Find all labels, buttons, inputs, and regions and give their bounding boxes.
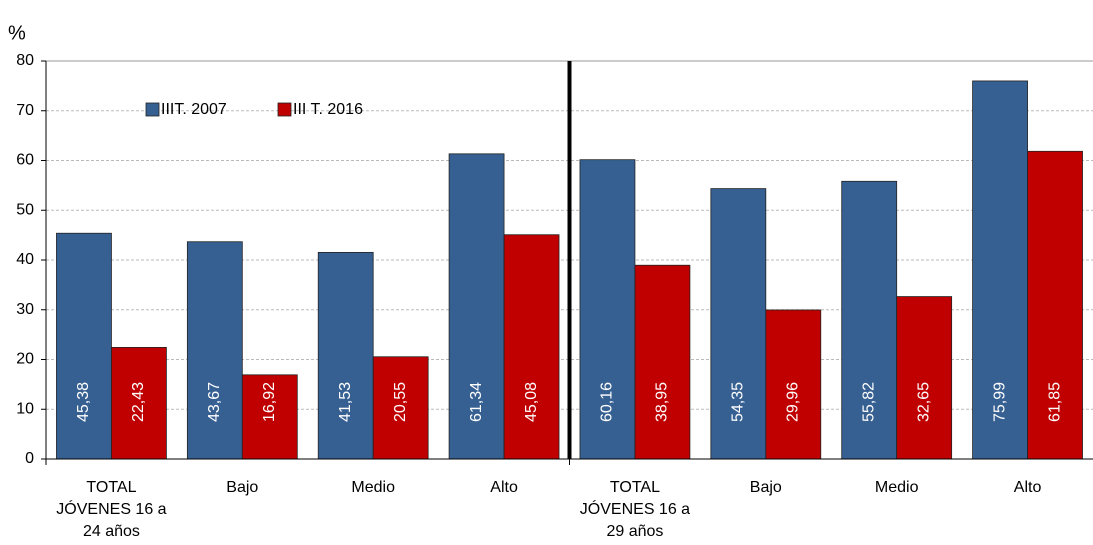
value-label: 60,16: [599, 382, 616, 422]
value-label: 61,34: [468, 382, 485, 422]
bar: [634, 264, 691, 460]
x-tick-label: Alto: [490, 479, 518, 496]
value-label: 61,85: [1046, 382, 1063, 422]
value-label: 75,99: [991, 382, 1008, 422]
value-label: 54,35: [730, 382, 747, 422]
value-label: 22,43: [130, 382, 147, 422]
bar: [372, 356, 429, 460]
value-label: 45,08: [523, 382, 540, 422]
bar: [111, 347, 167, 460]
legend-swatch: [277, 102, 292, 117]
x-tick-label: Bajo: [226, 479, 259, 496]
x-tick-label: Alto: [1013, 479, 1042, 496]
x-tick-label: Bajo: [749, 479, 782, 496]
value-label: 20,55: [392, 382, 409, 422]
bar: [56, 232, 112, 460]
legend-label: III T. 2016: [293, 101, 363, 118]
y-tick-label: 80: [16, 52, 34, 69]
y-tick-label: 70: [16, 102, 34, 119]
y-tick-label: 20: [16, 351, 34, 368]
bar: [1027, 150, 1083, 460]
y-tick-label: 60: [16, 152, 34, 169]
bar: [186, 241, 243, 460]
bar: [241, 374, 298, 460]
y-tick-label: 50: [16, 201, 34, 218]
legend-label: IIIT. 2007: [161, 101, 227, 118]
x-tick-label: Medio: [351, 479, 395, 496]
value-label: 45,38: [75, 382, 92, 422]
value-label: 43,67: [206, 382, 223, 422]
y-tick-label: 30: [16, 301, 34, 318]
x-tick-label: Medio: [874, 479, 919, 496]
y-axis-label: %: [8, 22, 26, 44]
value-label: 41,53: [337, 382, 354, 422]
bar: [765, 309, 822, 460]
legend-swatch: [145, 102, 160, 117]
y-tick-label: 40: [16, 251, 34, 268]
bar: [317, 251, 374, 460]
value-label: 55,82: [860, 382, 877, 422]
y-tick-label: 0: [25, 450, 34, 467]
value-label: 29,96: [785, 382, 802, 422]
y-tick-label: 10: [16, 400, 34, 417]
value-label: 38,95: [654, 382, 671, 422]
x-tick-label: TOTAL JÓVENES 16 a 29 años: [579, 479, 691, 540]
bar: [503, 234, 560, 460]
bar: [896, 296, 953, 460]
bar: [710, 188, 767, 460]
value-label: 32,65: [915, 382, 932, 422]
bar: [579, 159, 636, 460]
x-tick-label: TOTAL JÓVENES 16 a 24 años: [56, 479, 167, 540]
value-label: 16,92: [261, 382, 278, 422]
